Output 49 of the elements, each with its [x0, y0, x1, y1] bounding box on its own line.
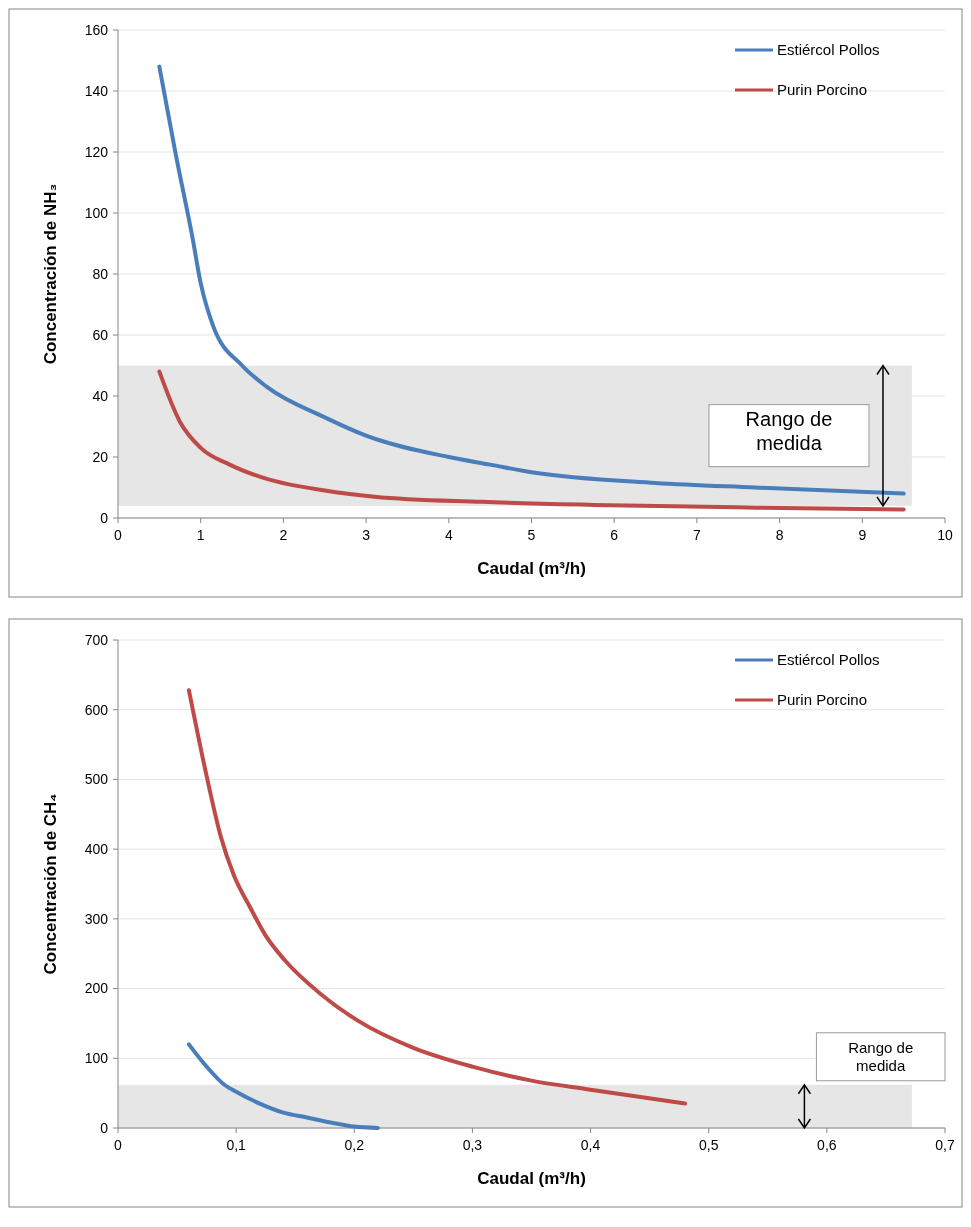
line-series — [186, 688, 688, 1106]
y-tick-label: 60 — [92, 326, 109, 343]
x-tick-label: 6 — [610, 527, 619, 543]
band-label: Rango de medida — [848, 1038, 914, 1074]
x-tick-label: 3 — [362, 527, 371, 543]
y-tick-label: 500 — [84, 771, 109, 788]
legend-label: Purin Porcino — [777, 691, 868, 709]
x-tick-label: 10 — [937, 527, 953, 543]
y-tick-label: 160 — [84, 21, 109, 38]
y-tick-label: 80 — [92, 265, 109, 282]
line-series — [186, 1042, 380, 1130]
x-tick-label: 5 — [527, 527, 536, 543]
line-series — [157, 64, 906, 496]
y-tick-label: 120 — [84, 143, 109, 160]
y-tick-label: 200 — [84, 980, 109, 997]
x-tick-label: 0,4 — [580, 1137, 601, 1153]
x-tick-label: 0,5 — [698, 1137, 719, 1153]
x-tick-label: 0 — [114, 527, 123, 543]
y-axis-title: Concentración de CH₄ — [41, 793, 60, 975]
y-tick-label: 40 — [92, 387, 109, 404]
legend-label: Estiércol Pollos — [777, 651, 880, 669]
x-tick-label: 0,6 — [817, 1137, 837, 1153]
x-tick-label: 9 — [858, 527, 867, 543]
x-tick-label: 0 — [114, 1137, 123, 1153]
y-tick-label: 600 — [84, 701, 109, 718]
x-tick-label: 0,3 — [462, 1137, 483, 1153]
x-tick-label: 1 — [196, 527, 205, 543]
x-tick-label: 0,2 — [344, 1137, 365, 1153]
x-axis-title: Caudal (m³/h) — [477, 559, 586, 578]
y-tick-label: 700 — [84, 631, 109, 648]
x-tick-label: 8 — [775, 527, 784, 543]
x-tick-label: 4 — [444, 527, 453, 543]
x-tick-label: 0,1 — [226, 1137, 247, 1153]
x-tick-label: 0,7 — [935, 1137, 955, 1153]
y-tick-label: 300 — [84, 910, 109, 927]
legend-label: Estiércol Pollos — [777, 41, 880, 59]
y-tick-label: 20 — [92, 448, 109, 465]
y-tick-label: 0 — [100, 1119, 109, 1136]
band-label: Rango de medida — [745, 407, 833, 454]
legend-label: Purin Porcino — [777, 81, 868, 99]
y-tick-label: 0 — [100, 509, 109, 526]
y-tick-label: 100 — [84, 204, 109, 221]
x-axis-title: Caudal (m³/h) — [477, 1169, 586, 1188]
x-tick-label: 2 — [279, 527, 288, 543]
x-tick-label: 7 — [693, 527, 701, 543]
y-axis-title: Concentración de NH₃ — [41, 183, 60, 365]
y-tick-label: 100 — [84, 1050, 109, 1067]
y-tick-label: 400 — [84, 841, 109, 858]
y-tick-label: 140 — [84, 82, 109, 99]
